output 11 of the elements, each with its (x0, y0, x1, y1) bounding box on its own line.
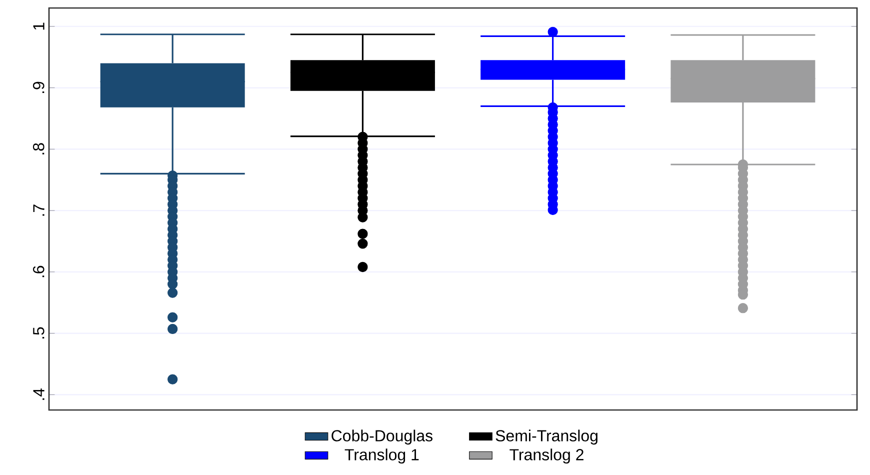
legend-label: Cobb-Douglas (332, 430, 432, 445)
y-tick-label: .4 (33, 388, 44, 400)
y-tick-label: .7 (33, 204, 44, 216)
y-tick-label: 1 (33, 22, 44, 30)
y-tick-label: .9 (32, 82, 44, 93)
legend-label: Semi-Translog (496, 430, 598, 445)
y-tick-label: .8 (32, 143, 44, 154)
y-tick-label: .5 (33, 327, 44, 338)
legend-label: Translog 2 (510, 448, 584, 464)
y-tick-label: .6 (32, 266, 44, 278)
legend-label: Translog 1 (344, 448, 419, 464)
